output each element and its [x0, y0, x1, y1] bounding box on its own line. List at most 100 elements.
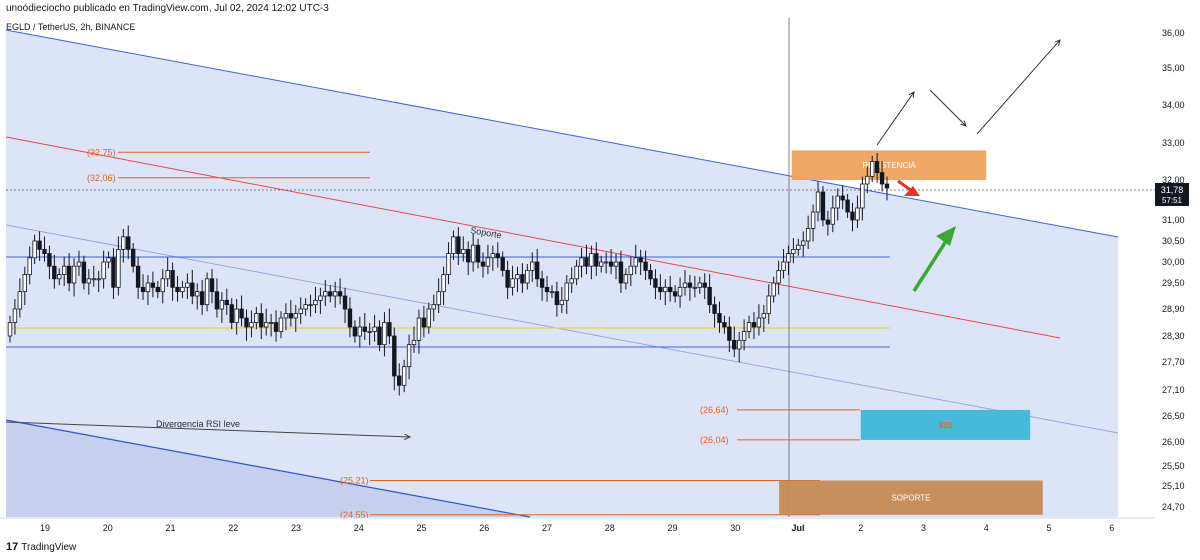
candle-body	[603, 261, 609, 264]
level-label: (32,75)	[87, 147, 116, 157]
candle-body	[801, 240, 806, 246]
y-tick-label: 24,70	[1162, 502, 1185, 512]
candle-body	[855, 207, 860, 221]
candle-body	[91, 278, 96, 281]
candle-body	[170, 269, 175, 288]
tradingview-footer[interactable]: 17 TradingView	[6, 541, 76, 553]
candle-body	[140, 286, 146, 293]
candle-body	[406, 344, 412, 368]
candle-body	[86, 278, 92, 284]
candle-body	[746, 322, 752, 332]
candle-body	[224, 299, 229, 306]
candle-body	[328, 291, 333, 297]
candle-body	[456, 236, 461, 255]
candle-body	[475, 244, 481, 263]
candle-body	[648, 269, 653, 280]
x-tick-label: 22	[228, 523, 238, 533]
y-tick-label: 30,00	[1162, 257, 1185, 267]
y-axis-panel[interactable]	[1155, 18, 1200, 518]
candle-body	[121, 236, 126, 250]
candle-body	[377, 326, 382, 346]
y-tick-label: 31,00	[1162, 215, 1185, 225]
candle-body	[599, 261, 604, 267]
candle-body	[796, 244, 801, 250]
candle-body	[530, 261, 535, 271]
candle-body	[283, 313, 289, 319]
candle-body	[392, 335, 397, 377]
y-tick-label: 25,50	[1162, 461, 1185, 471]
candle-body	[554, 291, 560, 306]
candle-body	[702, 282, 707, 288]
x-tick-label: 28	[605, 523, 615, 533]
candle-body	[214, 291, 220, 310]
y-tick-label: 36,00	[1162, 28, 1185, 38]
candle-body	[337, 291, 343, 297]
x-tick-label: 27	[542, 523, 552, 533]
candle-body	[175, 286, 180, 293]
candle-body	[830, 207, 836, 225]
candle-body	[106, 257, 111, 263]
y-tick-label: 27,10	[1162, 385, 1185, 395]
candle-body	[61, 265, 67, 276]
x-tick-label: 3	[921, 523, 926, 533]
candle-body	[278, 317, 284, 332]
rsi-divergence-arrow	[5, 421, 410, 437]
y-tick-label: 27,70	[1162, 357, 1185, 367]
candle-body	[441, 274, 446, 293]
candle-body	[32, 240, 37, 259]
y-tick-label: 34,00	[1162, 100, 1185, 110]
candle-body	[27, 257, 32, 275]
candle-body	[195, 291, 200, 297]
x-tick-label: 19	[40, 523, 50, 533]
red-down-arrow	[897, 179, 920, 196]
candle-body	[751, 322, 757, 328]
level-label: (26,04)	[700, 435, 729, 445]
support-box	[779, 480, 1043, 515]
x-tick-label: 20	[103, 523, 113, 533]
candle-body	[436, 291, 441, 306]
candle-body	[190, 282, 195, 297]
y-tick-label: 26,00	[1162, 437, 1185, 447]
candle-body	[820, 191, 826, 221]
x-tick-label: 29	[667, 523, 677, 533]
candle-body	[397, 375, 402, 386]
candle-body	[579, 257, 584, 267]
candle-body	[42, 248, 47, 254]
candle-body	[461, 248, 466, 254]
price-badge-value: 31,78	[1161, 185, 1184, 195]
candle-body	[22, 274, 27, 293]
candle-body	[544, 286, 550, 293]
candle-body	[810, 211, 816, 229]
price-badge-countdown: 57:51	[1162, 196, 1183, 205]
candle-body	[199, 291, 205, 306]
candle-body	[539, 278, 545, 288]
x-tick-label: 6	[1109, 523, 1114, 533]
candle-body	[303, 304, 308, 310]
y-tick-label: 32,00	[1162, 175, 1185, 185]
candle-body	[643, 261, 648, 271]
candles-group	[7, 152, 890, 396]
candle-body	[485, 257, 491, 267]
candle-body	[668, 286, 673, 293]
y-tick-label: 30,50	[1162, 236, 1185, 246]
candle-body	[426, 308, 431, 328]
candle-body	[254, 313, 259, 323]
candle-body	[594, 253, 599, 267]
candle-body	[707, 286, 712, 306]
candle-body	[332, 291, 338, 297]
candle-body	[382, 322, 387, 346]
candle-body	[791, 248, 796, 254]
projection-arrow-3	[976, 40, 1060, 135]
candle-body	[219, 299, 225, 310]
candle-body	[288, 313, 294, 319]
candle-body	[209, 278, 215, 293]
x-tick-label: 5	[1046, 523, 1051, 533]
x-axis-panel[interactable]	[0, 518, 1200, 538]
candle-body	[268, 322, 274, 324]
tradingview-brand: TradingView	[21, 541, 77, 553]
candle-body	[293, 313, 298, 319]
candle-body	[628, 265, 633, 276]
candle-body	[569, 278, 574, 284]
candle-body	[741, 331, 747, 341]
